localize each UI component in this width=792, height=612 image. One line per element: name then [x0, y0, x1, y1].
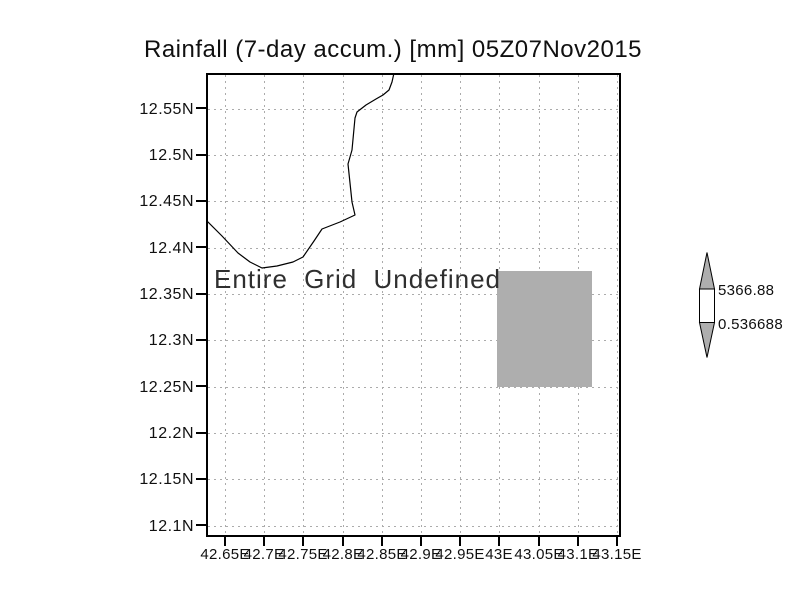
- y-tick-label: 12.45N: [139, 193, 194, 210]
- x-tick: [577, 537, 579, 546]
- x-tick: [498, 537, 500, 546]
- y-tick-label: 12.2N: [148, 425, 194, 442]
- plot-area: Entire Grid Undefined: [206, 73, 621, 537]
- x-tick-label: 42.9E: [400, 546, 442, 563]
- y-tick-label: 12.25N: [139, 379, 194, 396]
- y-tick-label: 12.5N: [148, 147, 194, 164]
- x-tick: [420, 537, 422, 546]
- x-tick-label: 42.8E: [322, 546, 364, 563]
- y-tick-label: 12.4N: [148, 240, 194, 257]
- colorbar-min-label: 0.536688: [718, 316, 783, 333]
- colorbar-top-arrow: [698, 252, 716, 290]
- x-tick: [224, 537, 226, 546]
- grid-vline: [460, 75, 461, 535]
- x-tick-label: 43.1E: [557, 546, 599, 563]
- chart-title: Rainfall (7-day accum.) [mm] 05Z07Nov201…: [144, 36, 643, 63]
- x-tick-label: 42.95E: [435, 546, 485, 563]
- y-tick: [196, 339, 206, 341]
- y-tick: [196, 154, 206, 156]
- colorbar-band: [699, 288, 715, 323]
- grid-vline: [617, 75, 618, 535]
- grid-hline: [208, 201, 619, 202]
- y-tick: [196, 246, 206, 248]
- y-tick-label: 12.3N: [148, 332, 194, 349]
- grid-hline: [208, 526, 619, 527]
- y-tick: [196, 293, 206, 295]
- y-tick: [196, 107, 206, 109]
- y-tick-label: 12.15N: [139, 471, 194, 488]
- coastline-svg: [206, 73, 395, 269]
- grid-hline: [208, 387, 619, 388]
- x-tick: [263, 537, 265, 546]
- y-tick: [196, 432, 206, 434]
- grid-hline: [208, 340, 619, 341]
- x-tick-label: 42.85E: [357, 546, 407, 563]
- colorbar-bottom-arrow: [698, 322, 716, 358]
- x-tick: [538, 537, 540, 546]
- grid-hline: [208, 294, 619, 295]
- grid-hline: [208, 248, 619, 249]
- grid-vline: [421, 75, 422, 535]
- x-tick: [342, 537, 344, 546]
- y-tick-label: 12.35N: [139, 286, 194, 303]
- x-tick-label: 43E: [485, 546, 513, 563]
- grid-vline: [382, 75, 383, 535]
- grid-hline: [208, 109, 619, 110]
- x-tick-label: 43.05E: [514, 546, 564, 563]
- x-tick-label: 43.15E: [592, 546, 642, 563]
- y-tick: [196, 478, 206, 480]
- grid-vline: [264, 75, 265, 535]
- gray-data-rect: [497, 271, 592, 387]
- x-tick: [381, 537, 383, 546]
- y-tick-label: 12.55N: [139, 101, 194, 118]
- y-tick: [196, 200, 206, 202]
- grid-vline: [343, 75, 344, 535]
- colorbar: [698, 252, 716, 358]
- x-tick: [616, 537, 618, 546]
- y-tick: [196, 524, 206, 526]
- grid-hline: [208, 479, 619, 480]
- x-tick-label: 42.7E: [243, 546, 285, 563]
- colorbar-max-label: 5366.88: [718, 282, 775, 299]
- grid-vline: [303, 75, 304, 535]
- grid-hline: [208, 155, 619, 156]
- x-tick-label: 42.75E: [278, 546, 328, 563]
- grid-undefined-label: Entire Grid Undefined: [214, 264, 502, 294]
- x-tick-label: 42.65E: [200, 546, 250, 563]
- y-tick: [196, 385, 206, 387]
- x-tick: [302, 537, 304, 546]
- y-tick-label: 12.1N: [148, 518, 194, 535]
- coastline-path: [206, 73, 395, 269]
- x-tick: [459, 537, 461, 546]
- grid-vline: [225, 75, 226, 535]
- grid-hline: [208, 433, 619, 434]
